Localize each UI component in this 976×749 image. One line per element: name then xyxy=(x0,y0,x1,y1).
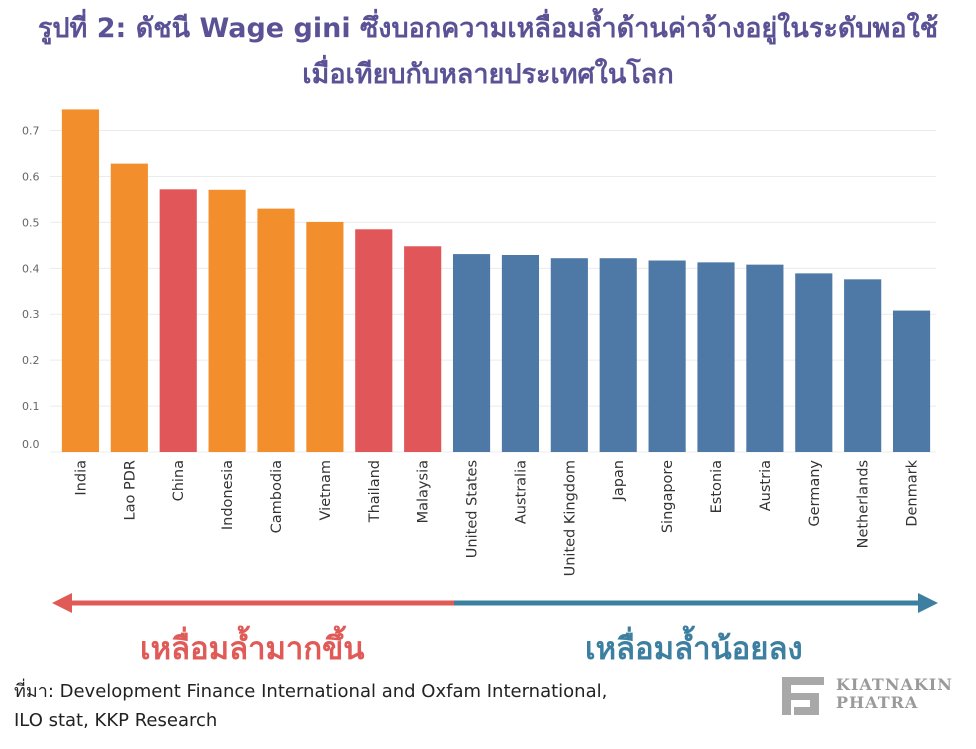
chart-title-line-2: เมื่อเทียบกับหลายประเทศในโลก xyxy=(302,59,674,90)
x-category-label: Indonesia xyxy=(220,460,236,530)
less-inequality-label: เหลื่อมล้ำน้อยลง xyxy=(585,631,803,667)
gridlines xyxy=(50,130,936,453)
more-inequality-label: เหลื่อมล้ำมากขึ้น xyxy=(140,631,365,667)
y-axis-ticks: 0.0 0.1 0.2 0.3 0.4 0.5 0.6 0.7 xyxy=(22,125,40,451)
bar-chart: 0.0 0.1 0.2 0.3 0.4 0.5 0.6 0.7 India Lao PDR Chi… xyxy=(22,109,938,613)
bar xyxy=(452,254,491,452)
bar xyxy=(110,163,148,452)
bar xyxy=(61,109,100,452)
bar xyxy=(648,260,686,452)
y-tick-label: 0.1 xyxy=(22,400,40,413)
x-category-label: Germany xyxy=(807,460,823,527)
bars xyxy=(61,109,931,453)
x-category-label: China xyxy=(171,460,187,501)
source-note-line-2: ILO stat, KKP Research xyxy=(14,710,218,731)
x-category-label: Thailand xyxy=(367,460,383,523)
x-category-label: Singapore xyxy=(660,460,676,533)
bar xyxy=(892,310,931,452)
y-tick-label: 0.3 xyxy=(22,308,40,321)
x-category-label: Cambodia xyxy=(269,460,285,533)
x-category-label: United Kingdom xyxy=(562,460,578,576)
bar xyxy=(355,229,393,452)
bar xyxy=(844,279,882,452)
y-tick-label: 0.0 xyxy=(22,438,40,451)
bar xyxy=(550,258,588,452)
y-tick-label: 0.6 xyxy=(22,170,40,183)
x-category-label: Austria xyxy=(758,460,774,511)
x-category-label: Netherlands xyxy=(856,460,872,548)
x-category-label: Malaysia xyxy=(416,460,432,523)
y-tick-label: 0.7 xyxy=(22,125,40,138)
x-category-label: Australia xyxy=(513,460,529,524)
kkp-logo: KIATNAKIN PHATRA xyxy=(778,671,968,719)
x-category-label: Vietnam xyxy=(318,460,334,520)
x-category-label: Lao PDR xyxy=(122,460,138,520)
bar xyxy=(159,189,197,452)
logo-text-line-2: PHATRA xyxy=(836,693,919,712)
bar xyxy=(208,189,246,453)
y-tick-label: 0.4 xyxy=(22,262,40,275)
direction-arrow xyxy=(52,593,938,613)
x-category-label: Japan xyxy=(611,460,627,501)
bar xyxy=(697,262,735,452)
x-category-label: Estonia xyxy=(709,460,725,513)
bar xyxy=(257,208,295,452)
x-category-label: United States xyxy=(465,460,481,558)
bar xyxy=(404,246,442,452)
x-category-label: India xyxy=(73,460,89,496)
bar xyxy=(746,264,784,452)
source-note-line-1: ที่มา: Development Finance International… xyxy=(14,681,608,702)
bar xyxy=(599,258,637,452)
bar xyxy=(501,254,540,452)
logo-text-line-1: KIATNAKIN xyxy=(836,675,953,694)
chart-title-line-1: รูปที่ 2: ดัชนี Wage gini ซึ่งบอกความเหล… xyxy=(37,13,939,44)
x-category-label: Denmark xyxy=(905,459,921,526)
bar xyxy=(306,221,344,452)
arrow-left-head xyxy=(52,593,72,613)
kkp-logo-icon xyxy=(782,677,824,715)
arrow-right-head xyxy=(918,593,938,613)
y-tick-label: 0.2 xyxy=(22,354,40,367)
y-tick-label: 0.5 xyxy=(22,216,40,229)
x-axis-labels: India Lao PDR China Indonesia Cambodia Vietna… xyxy=(73,459,920,576)
bar xyxy=(795,273,833,452)
